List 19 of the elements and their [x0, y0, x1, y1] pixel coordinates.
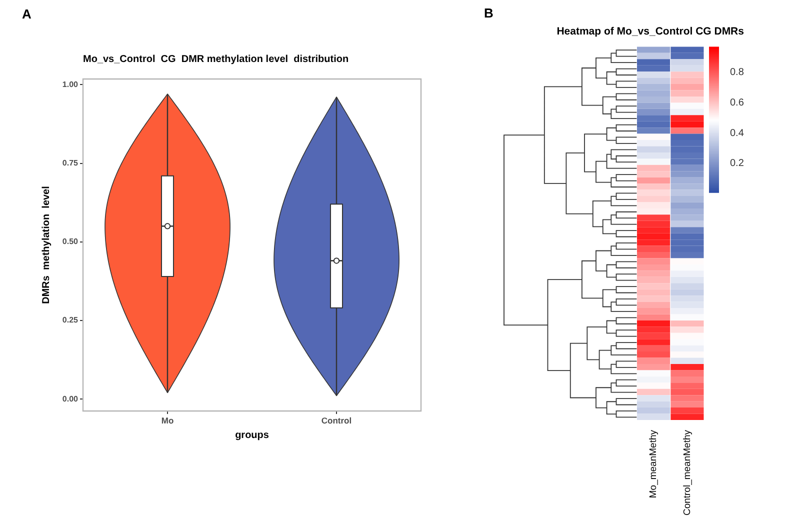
- x-tick-label: Control_meanMethy: [682, 430, 693, 516]
- chart-title: Mo_vs_Control CG DMR methylation level distribution: [83, 54, 349, 65]
- y-axis-title: DMRs methylation level: [40, 186, 52, 304]
- y-tick-label: 0.50: [62, 237, 79, 246]
- y-tick-label: 0.00: [62, 394, 79, 404]
- x-tick-label: Mo: [161, 415, 174, 426]
- color-bar-label: 0.4: [730, 128, 744, 139]
- x-tick-label: Mo_meanMethy: [648, 430, 660, 498]
- chart-title: Heatmap of Mo_vs_Control CG DMRs: [556, 26, 744, 38]
- color-bar-label: 0.8: [730, 67, 744, 78]
- color-bar-label: 0.2: [730, 158, 744, 170]
- color-bar-label: 0.6: [730, 98, 744, 109]
- text: A: [22, 6, 32, 22]
- text: B: [484, 6, 494, 21]
- x-axis-title: groups: [235, 430, 270, 441]
- y-tick-label: 1.00: [62, 80, 79, 89]
- x-tick-label: Control: [321, 415, 352, 426]
- y-tick-label: 0.75: [62, 158, 79, 168]
- y-tick-label: 0.25: [62, 316, 79, 325]
